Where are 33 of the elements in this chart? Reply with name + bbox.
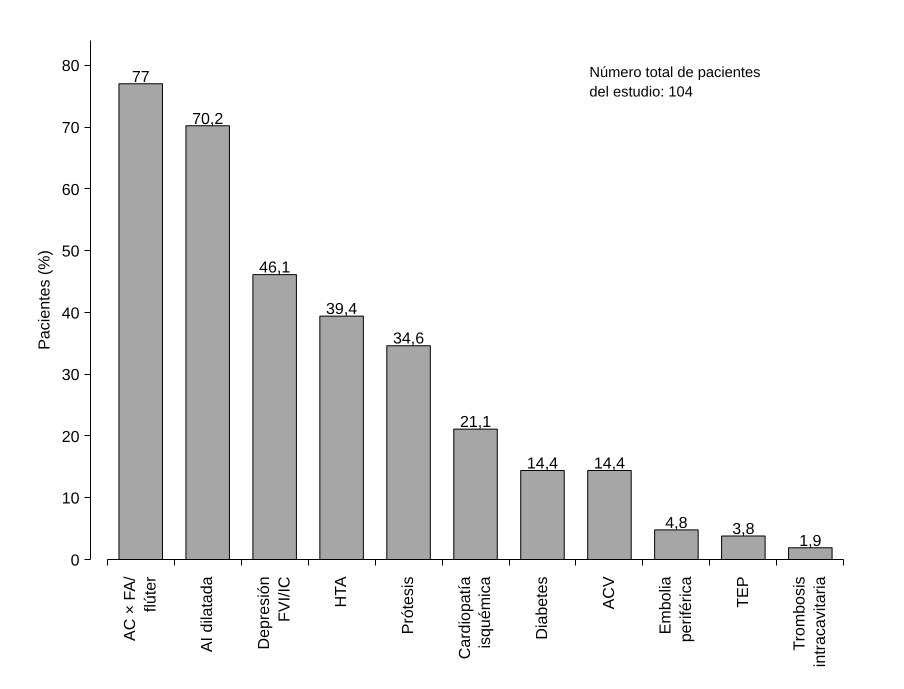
y-tick-label: 0: [70, 552, 80, 570]
x-tick-label: Prótesis: [400, 576, 418, 634]
x-tick-label: Cardiopatía isquémica: [456, 576, 494, 660]
x-tick-label: TEP: [734, 576, 752, 608]
annotation: Número total de pacientes del estudio: 104: [589, 65, 760, 100]
x-tick-label: AI dilatada: [199, 576, 216, 652]
x-tick-label: HTA: [333, 576, 350, 608]
x-tick-label: Depresión FVI/IC: [256, 576, 294, 650]
y-tick-label: 70: [62, 120, 80, 137]
x-tick-label: ACV: [600, 576, 618, 610]
data-label: 39,4: [326, 301, 358, 318]
y-tick-label: 80: [62, 58, 80, 76]
y-tick-label: 60: [62, 182, 80, 199]
data-label: 77: [132, 68, 150, 86]
y-tick-label: 20: [62, 428, 80, 446]
y-tick-label: 10: [62, 490, 80, 508]
x-tick-label: Trombosis intracavitaria: [792, 576, 830, 668]
y-tick-label: 30: [62, 367, 80, 384]
data-label: 1,9: [799, 532, 822, 550]
y-tick-label: 40: [62, 305, 80, 322]
data-label: 14,4: [526, 456, 558, 473]
x-tick-label: AC × FA/ flúter: [122, 576, 160, 641]
data-label: 70,2: [192, 110, 224, 128]
data-label: 46,1: [259, 260, 290, 277]
data-label: 21,1: [460, 414, 492, 432]
data-label: 14,4: [594, 456, 626, 473]
x-tick-label: Diabetes: [534, 576, 551, 640]
y-tick-label: 50: [62, 244, 80, 261]
data-label: 3,8: [732, 521, 755, 538]
y-axis-title: Pacientes (%): [36, 250, 54, 350]
x-tick-label: Embolia periférica: [658, 576, 696, 642]
data-label: 4,8: [665, 514, 688, 532]
data-label: 34,6: [392, 330, 424, 348]
